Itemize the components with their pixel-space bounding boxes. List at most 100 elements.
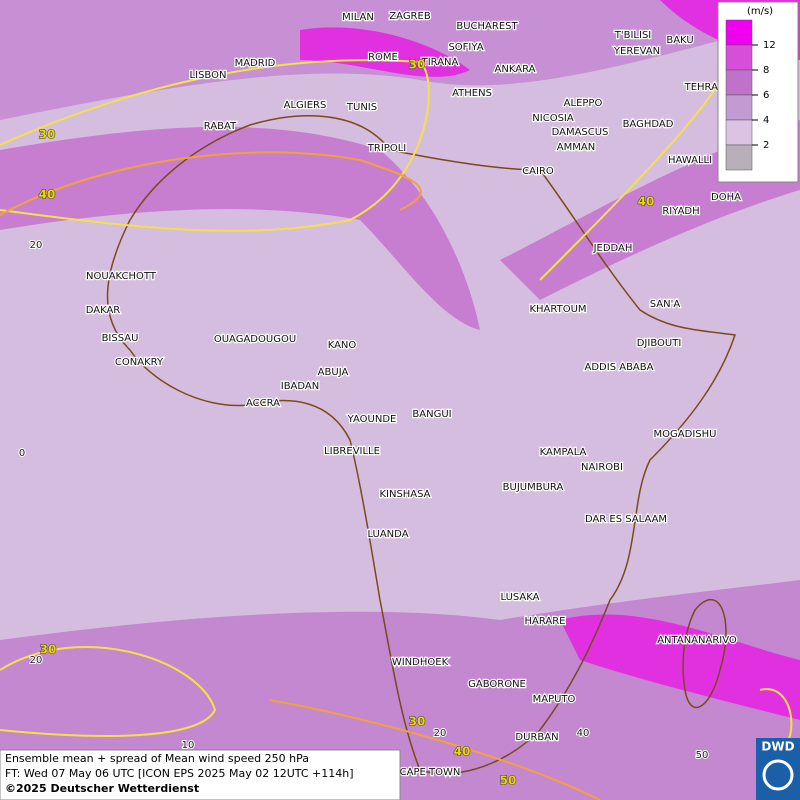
latitude-label: 0 <box>19 448 25 459</box>
city-label: MAPUTO <box>533 694 576 705</box>
contour-label: 40 <box>39 188 56 202</box>
city-label: OUAGADOUGOU <box>214 334 296 345</box>
latitude-label: 20 <box>30 240 43 251</box>
contour-line <box>539 79 721 281</box>
city-label: CAIRO <box>522 166 554 177</box>
legend-tick-label: 2 <box>763 140 769 151</box>
city-label: MADRID <box>235 58 276 69</box>
logo: DWD <box>761 740 794 754</box>
longitude-label: 50 <box>696 750 709 761</box>
city-label: TUNIS <box>346 102 377 113</box>
legend-swatch <box>725 69 753 96</box>
coastline <box>106 115 736 775</box>
city-label: DURBAN <box>515 732 558 743</box>
city-label: SOFIYA <box>448 42 483 53</box>
city-label: KINSHASA <box>379 489 430 500</box>
contour-label: 30 <box>409 58 426 72</box>
contour-label: 30 <box>40 643 57 657</box>
city-label: ROME <box>368 52 398 63</box>
contour-label: 40 <box>454 745 471 759</box>
city-label: HAWALLI <box>668 155 712 166</box>
city-label: DJIBOUTI <box>637 338 682 349</box>
city-label: CONAKRY <box>115 357 164 368</box>
city-label: BUJUMBURA <box>503 482 564 493</box>
contour-label: 30 <box>409 715 426 729</box>
contour-label: 30 <box>39 128 56 142</box>
city-label: T'BILISI <box>614 30 651 41</box>
contour-label: 50 <box>500 774 517 788</box>
city-label: RABAT <box>204 121 237 132</box>
longitude-label: 20 <box>434 728 447 739</box>
legend-swatch <box>725 44 753 71</box>
city-label: DAR ES SALAAM <box>585 514 667 525</box>
legend-tick-label: 12 <box>763 40 776 51</box>
city-label: DAMASCUS <box>552 127 609 138</box>
city-label: ACCRA <box>246 398 280 409</box>
city-label: ANTANANARIVO <box>657 635 737 646</box>
city-label: BAKU <box>666 35 693 46</box>
city-label: WINDHOEK <box>392 657 449 668</box>
city-label: ADDIS ABABA <box>585 362 654 373</box>
city-label: HARARE <box>524 616 565 627</box>
city-label: ATHENS <box>452 88 492 99</box>
legend-tick-label: 6 <box>763 90 769 101</box>
legend-swatch <box>725 144 753 171</box>
city-label: LISBON <box>190 70 227 81</box>
footer-line: FT: Wed 07 May 06 UTC [ICON EPS 2025 May… <box>5 767 354 780</box>
jet-core <box>300 27 470 77</box>
city-label: TIRANA <box>421 57 459 68</box>
city-label: IBADAN <box>281 381 320 392</box>
city-label: MILAN <box>342 12 374 23</box>
city-label: DAKAR <box>86 305 121 316</box>
city-label: BANGUI <box>412 409 451 420</box>
contour-line <box>0 646 217 737</box>
city-label: ALGIERS <box>284 100 327 111</box>
city-label: JEDDAH <box>593 243 633 254</box>
footer-box <box>0 749 401 800</box>
city-label: BUCHAREST <box>456 21 518 32</box>
city-label: KAMPALA <box>540 447 587 458</box>
longitude-label: 40 <box>577 728 590 739</box>
city-label: BAGHDAD <box>623 119 674 130</box>
jet-core <box>560 614 800 720</box>
footer-line: ©2025 Deutscher Wetterdienst <box>5 782 199 795</box>
latitude-label: 20 <box>30 655 43 666</box>
city-label: ALEPPO <box>564 98 603 109</box>
city-label: YAOUNDE <box>347 414 397 425</box>
footer-line: Ensemble mean + spread of Mean wind spee… <box>5 752 309 765</box>
longitude-label: 10 <box>182 740 195 751</box>
legend-tick-label: 8 <box>763 65 769 76</box>
legend-swatch <box>725 94 753 121</box>
city-label: DOHA <box>711 192 741 203</box>
legend-swatch <box>725 19 753 46</box>
city-label: NICOSIA <box>532 113 574 124</box>
city-label: TEHRAN <box>684 82 726 93</box>
contour-line <box>0 151 422 216</box>
city-label: BISSAU <box>102 333 139 344</box>
labels: MILAN ZAGREB BUCHAREST T'BILISI BAKU MADRID RO… <box>18 10 743 788</box>
contour-label: 40 <box>638 195 655 209</box>
contour-line <box>0 59 430 232</box>
city-label: NOUAKCHOTT <box>86 271 157 282</box>
wind-band <box>0 126 480 330</box>
footer: Ensemble mean + spread of Mean wind spee… <box>5 752 354 795</box>
city-label: AMMAN <box>557 142 595 153</box>
city-label: LUANDA <box>367 529 408 540</box>
city-label: LUSAKA <box>501 592 540 603</box>
city-label: KHARTOUM <box>529 304 586 315</box>
city-label: LIBREVILLE <box>324 446 380 457</box>
legend-swatch <box>725 119 753 146</box>
city-label: NAIROBI <box>581 462 623 473</box>
logo-icon <box>762 759 794 791</box>
legend-unit: (m/s) <box>747 6 773 17</box>
city-label: SAN'A <box>650 299 681 310</box>
city-label: ANKARA <box>495 64 536 75</box>
city-label: GABORONE <box>468 679 526 690</box>
city-label: MOGADISHU <box>654 429 717 440</box>
city-label: RIYADH <box>662 206 699 217</box>
city-label: YEREVAN <box>613 46 660 57</box>
coastline <box>682 598 727 709</box>
legend-scale: 12 8 6 4 2 <box>725 19 776 171</box>
city-label: KANO <box>328 340 357 351</box>
